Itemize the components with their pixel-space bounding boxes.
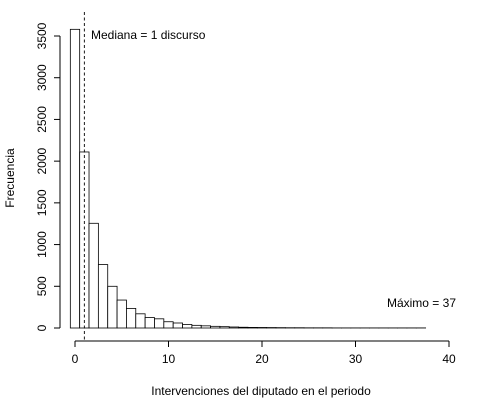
histogram-bar xyxy=(228,326,240,329)
x-axis: 0 10 20 30 40 xyxy=(72,340,456,366)
histogram-bar xyxy=(144,317,155,329)
x-tick-label: 30 xyxy=(349,352,363,366)
x-tick-label: 0 xyxy=(72,352,79,366)
histogram-bar xyxy=(154,318,165,329)
x-tick-label: 20 xyxy=(255,352,269,366)
histogram-bars xyxy=(69,28,427,329)
x-axis-label: Intervenciones del diputado en el period… xyxy=(151,384,371,398)
y-tick-label: 1000 xyxy=(35,231,49,258)
median-annotation: Mediana = 1 discurso xyxy=(91,28,206,42)
histogram-bar xyxy=(135,313,146,329)
x-tick-label: 10 xyxy=(162,352,176,366)
y-axis-label: Frecuencia xyxy=(3,148,17,208)
y-tick-label: 3000 xyxy=(35,64,49,91)
histogram-bar xyxy=(182,324,193,329)
histogram-bar xyxy=(247,327,258,329)
y-tick-label: 2500 xyxy=(35,106,49,133)
histogram-bar xyxy=(69,28,81,329)
histogram-bar xyxy=(88,222,99,329)
histogram-bar xyxy=(97,264,109,329)
histogram-bar xyxy=(256,327,268,329)
histogram-bar xyxy=(200,325,211,329)
histogram-bar xyxy=(163,321,174,329)
histogram-bar xyxy=(172,322,183,329)
histogram-bar xyxy=(116,299,127,329)
histogram-bar xyxy=(238,326,249,329)
x-tick-label: 40 xyxy=(442,352,456,366)
y-tick-label: 1500 xyxy=(35,189,49,216)
y-tick-label: 0 xyxy=(35,324,49,331)
histogram-bar xyxy=(210,325,221,329)
histogram-bar xyxy=(126,307,137,329)
y-tick-label: 2000 xyxy=(35,147,49,174)
max-annotation: Máximo = 37 xyxy=(387,296,456,310)
y-tick-label: 500 xyxy=(35,276,49,296)
y-axis: 0 500 1000 1500 2000 2500 3000 3500 xyxy=(35,22,61,331)
histogram-bar xyxy=(191,324,202,329)
histogram-bar xyxy=(107,285,118,329)
y-tick-label: 3500 xyxy=(35,22,49,49)
histogram-bar xyxy=(219,326,230,329)
